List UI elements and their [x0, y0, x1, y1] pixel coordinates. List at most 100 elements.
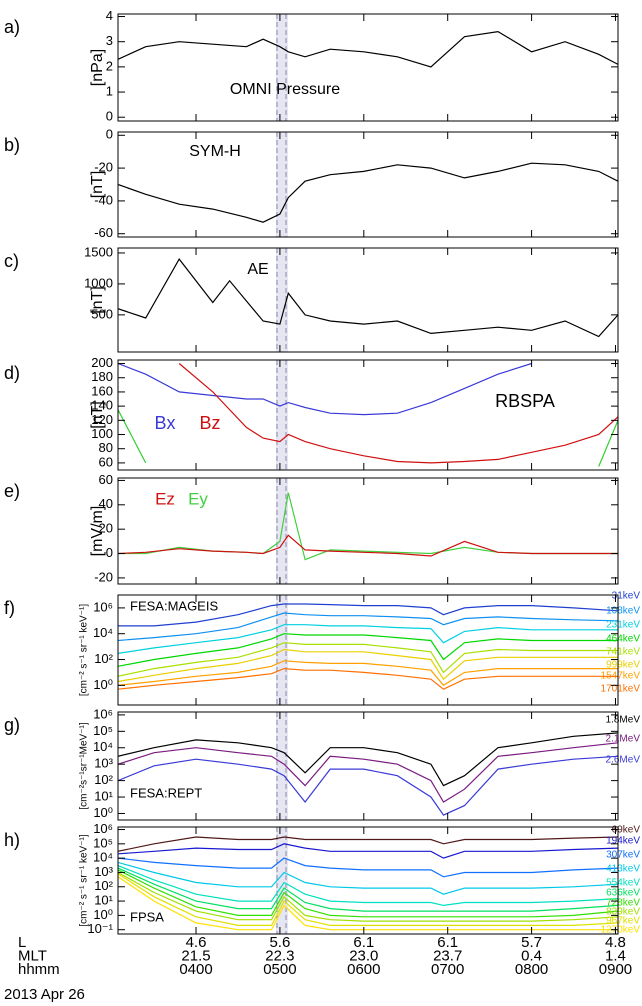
y-tick-label: 2: [106, 58, 113, 73]
legend-label: 967keV: [606, 916, 640, 927]
y-axis-label: [cm⁻² s⁻¹ sr⁻¹ keV⁻¹]: [79, 834, 90, 926]
panel-letter: e): [4, 481, 20, 501]
panel-letter: h): [4, 830, 20, 850]
panel-letter: g): [4, 715, 20, 735]
plot-frame: [117, 826, 619, 935]
legend-label: 554keV: [606, 878, 640, 889]
y-tick-label: -40: [94, 192, 113, 207]
x-axis-label: hhmm: [18, 961, 60, 978]
y-tick-label: -20: [94, 160, 113, 175]
series-line: [118, 409, 618, 467]
panel-letter: d): [4, 363, 20, 383]
y-tick-label: 160: [91, 383, 113, 398]
y-tick-label: 10³: [94, 756, 113, 771]
y-tick-label: 0: [106, 545, 113, 560]
legend-label: 1547keV: [601, 671, 641, 682]
series-line: [118, 861, 618, 895]
x-row-label: 6.1: [353, 934, 374, 951]
legend-label: 636keV: [606, 888, 640, 899]
series-line: [118, 867, 618, 912]
y-tick-label: 3: [106, 33, 113, 48]
legend-label: 31keV: [612, 591, 641, 602]
x-tick-label: 0900: [599, 961, 632, 978]
legend-label: 1270keV: [601, 925, 641, 936]
series-line: [118, 30, 618, 68]
y-tick-label: 60: [99, 472, 113, 487]
y-tick-label: 140: [91, 398, 113, 413]
x-row-title: L: [18, 934, 26, 951]
y-axis-label: [nPa]: [89, 49, 106, 86]
series-line: [118, 258, 618, 338]
y-tick-label: 10⁶: [93, 821, 113, 836]
y-tick-label: 180: [91, 369, 113, 384]
series-line: [118, 865, 618, 907]
x-row-label: 21.5: [181, 947, 210, 964]
annotation: SYM-H: [189, 143, 241, 160]
y-tick-label: 1500: [84, 244, 113, 259]
series-line: [118, 871, 618, 922]
annotation: FESA:REPT: [130, 785, 202, 800]
x-row-label: 22.3: [265, 947, 294, 964]
y-tick-label: 10⁰: [93, 907, 113, 922]
series-line: [118, 642, 618, 677]
legend-label: Ez: [155, 489, 175, 508]
panel-letter: f): [4, 598, 15, 618]
event-band: [276, 132, 288, 237]
event-band: [276, 248, 288, 352]
panel-letter: c): [4, 251, 19, 271]
event-band: [276, 360, 288, 470]
y-tick-label: 10⁴: [93, 625, 113, 640]
annotation: AE: [247, 261, 268, 278]
x-row-label: 23.7: [433, 947, 462, 964]
plot-frame: [117, 247, 619, 353]
event-band: [276, 14, 288, 121]
y-axis-label: [mV/m]: [89, 506, 106, 557]
plot-frame: [117, 477, 619, 585]
x-row-label: 6.1: [437, 934, 458, 951]
plot-frame: [117, 13, 619, 122]
series-line: [118, 648, 618, 683]
y-tick-label: 10⁶: [93, 706, 113, 721]
legend-label: 413keV: [606, 864, 640, 875]
legend-label: 2.1MeV: [606, 734, 641, 745]
y-tick-label: 1: [106, 83, 113, 98]
y-tick-label: 10⁰: [93, 805, 113, 820]
y-tick-label: 10⁵: [93, 723, 113, 738]
plot-frame: [117, 131, 619, 238]
y-tick-label: 10²: [94, 878, 113, 893]
y-tick-label: 10⁴: [93, 850, 113, 865]
legend-label: 2.6MeV: [606, 755, 641, 766]
y-tick-label: 10⁵: [93, 835, 113, 850]
x-tick-label: 0400: [179, 961, 212, 978]
x-tick-label: 0600: [347, 961, 380, 978]
y-tick-label: -20: [94, 569, 113, 584]
x-row-label: 0.4: [521, 947, 542, 964]
y-tick-label: 10⁴: [93, 739, 113, 754]
y-tick-label: 40: [99, 496, 113, 511]
y-tick-label: 20: [99, 521, 113, 536]
series-line: [118, 836, 618, 852]
y-tick-label: 0: [106, 109, 113, 124]
legend-label: 108keV: [606, 606, 640, 617]
plot-frame: [117, 594, 619, 706]
legend-label: Ey: [188, 489, 208, 508]
x-row-label: 4.8: [605, 934, 626, 951]
series-line: [118, 843, 618, 859]
annotation: FESA:MAGEIS: [130, 598, 218, 613]
y-tick-label: 10⁶: [93, 599, 113, 614]
x-row-label: 23.0: [349, 947, 378, 964]
series-line: [118, 624, 618, 654]
date-label: 2013 Apr 26: [4, 986, 85, 1003]
series-line: [118, 873, 618, 926]
y-tick-label: 4: [106, 8, 113, 23]
series-line: [118, 869, 618, 918]
legend-label: 839keV: [606, 907, 640, 918]
y-tick-label: 100: [91, 426, 113, 441]
panel-letter: b): [4, 135, 20, 155]
panel-letter: a): [4, 17, 20, 37]
y-axis-label: [cm⁻² s⁻¹ sr⁻¹ keV⁻¹]: [79, 604, 90, 696]
legend-label: 1.8MeV: [606, 715, 641, 726]
x-row-label: 5.7: [521, 934, 542, 951]
series-line: [118, 732, 618, 787]
